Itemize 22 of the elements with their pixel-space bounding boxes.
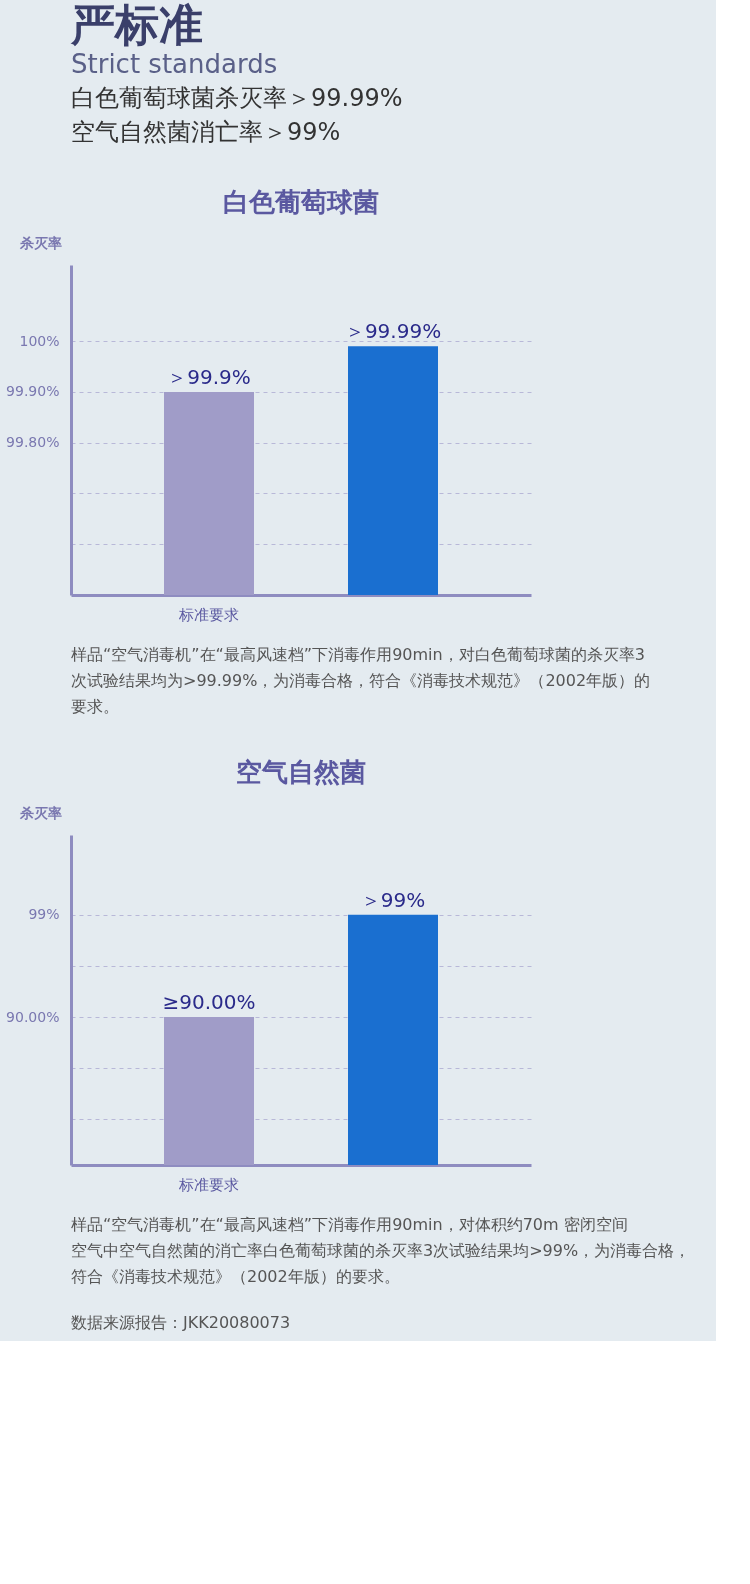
y-tick-label: 90.00% [6, 1008, 60, 1025]
data-label: ≥90.00% [162, 990, 256, 1015]
text: 白色葡萄球菌杀灭率＞99.99% [71, 84, 403, 112]
chart-title: 空气自然菌 [236, 757, 366, 787]
data-label: ＞99.99% [344, 319, 442, 344]
x-tick-label: 标准要求 [178, 1175, 239, 1194]
y-tick-label: 99.80% [6, 434, 60, 451]
text: 严标准 [70, 0, 203, 50]
text: 样品“空气消毒机”在“最高风速档”下消毒作用90min，对白色葡萄球菌的杀灭率3次试验结果均为>99.99%，为消毒合格，符合《消毒技术规范》（2002年版）的要求。 [71, 645, 651, 716]
data-label: ＞99.9% [167, 364, 251, 389]
data-label: ＞99% [360, 887, 426, 912]
y-axis-title: 杀灭率 [18, 804, 62, 821]
y-tick-label: 99% [28, 906, 60, 923]
text: Strict standards [71, 49, 278, 79]
text: 数据来源报告：JKK20080073 [71, 1313, 291, 1332]
x-tick-label: 标准要求 [178, 605, 239, 624]
y-tick-label: 100% [19, 332, 60, 349]
chart-title: 白色葡萄球菌 [223, 187, 379, 217]
text: 样品“空气消毒机”在“最高风速档”下消毒作用90min，对体积约70m 密闭空间空气中空气自然菌的消亡率白色葡萄球菌的杀灭率3次试验结果均>99%，为消毒合格，符合《消毒技术规范》（2002年版）的要求。 [71, 1215, 691, 1286]
y-axis-title: 杀灭率 [18, 234, 62, 251]
text: 空气自然菌消亡率＞99% [71, 118, 341, 146]
y-tick-label: 99.90% [6, 383, 60, 400]
